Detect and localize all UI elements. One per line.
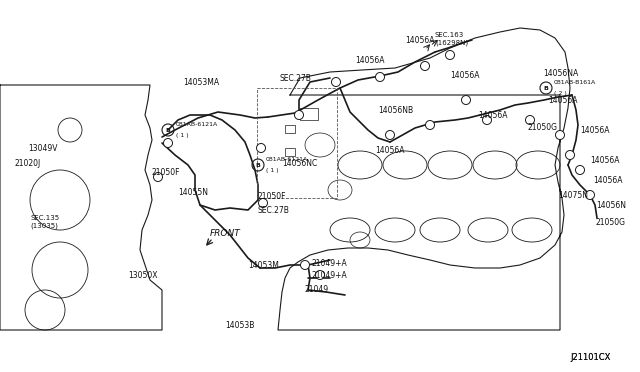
Text: 14053MA: 14053MA xyxy=(183,77,219,87)
Text: SEC.163: SEC.163 xyxy=(435,32,464,38)
Text: 21050F: 21050F xyxy=(258,192,287,201)
Circle shape xyxy=(154,173,163,182)
Text: 14056A: 14056A xyxy=(580,125,609,135)
Text: 21049+A: 21049+A xyxy=(312,270,348,279)
Circle shape xyxy=(294,110,303,119)
Circle shape xyxy=(426,121,435,129)
Circle shape xyxy=(259,199,268,208)
Text: 14056A: 14056A xyxy=(405,35,435,45)
Bar xyxy=(285,125,295,133)
Text: 21050F: 21050F xyxy=(152,167,180,176)
Text: J21101CX: J21101CX xyxy=(570,353,611,362)
Text: B: B xyxy=(166,128,170,132)
Circle shape xyxy=(385,131,394,140)
Text: ( 1 ): ( 1 ) xyxy=(266,168,278,173)
Text: 21050G: 21050G xyxy=(528,122,558,131)
Text: 21050G: 21050G xyxy=(596,218,626,227)
Circle shape xyxy=(301,260,310,269)
Text: 14056A: 14056A xyxy=(478,110,508,119)
Circle shape xyxy=(376,73,385,81)
Text: B: B xyxy=(255,163,260,167)
Text: (16298N): (16298N) xyxy=(435,40,468,46)
Bar xyxy=(257,88,337,198)
Circle shape xyxy=(420,61,429,71)
Text: 14075N: 14075N xyxy=(558,190,588,199)
Circle shape xyxy=(575,166,584,174)
Text: 081AB-B161A: 081AB-B161A xyxy=(554,80,596,85)
Text: SEC.27B: SEC.27B xyxy=(258,205,290,215)
Text: 081AB-6121A: 081AB-6121A xyxy=(266,157,308,162)
Text: 14055N: 14055N xyxy=(178,187,208,196)
Text: 13050X: 13050X xyxy=(128,270,157,279)
Circle shape xyxy=(525,115,534,125)
Text: 14056A: 14056A xyxy=(590,155,620,164)
Circle shape xyxy=(556,131,564,140)
Text: ( 1 ): ( 1 ) xyxy=(176,133,189,138)
Circle shape xyxy=(257,144,266,153)
Text: 14056NC: 14056NC xyxy=(282,158,317,167)
Text: 14053B: 14053B xyxy=(225,321,254,330)
Text: 13049V: 13049V xyxy=(28,144,58,153)
Bar xyxy=(300,108,318,120)
Text: SEC.135: SEC.135 xyxy=(30,215,59,221)
Text: 21049+A: 21049+A xyxy=(312,259,348,267)
Text: (13035): (13035) xyxy=(30,223,58,229)
Text: 14056A: 14056A xyxy=(593,176,623,185)
Circle shape xyxy=(445,51,454,60)
Text: 14056A: 14056A xyxy=(450,71,479,80)
Text: 14053M: 14053M xyxy=(248,262,279,270)
Circle shape xyxy=(163,138,173,148)
Text: 21049: 21049 xyxy=(305,285,329,294)
Circle shape xyxy=(566,151,575,160)
Circle shape xyxy=(332,77,340,87)
Circle shape xyxy=(586,190,595,199)
Text: FRONT: FRONT xyxy=(210,228,241,237)
Bar xyxy=(285,148,295,156)
Text: SEC.27B: SEC.27B xyxy=(280,74,312,83)
Text: 14056NA: 14056NA xyxy=(543,68,579,77)
Text: 14056NB: 14056NB xyxy=(378,106,413,115)
Text: J21101CX: J21101CX xyxy=(570,353,611,362)
Circle shape xyxy=(483,115,492,125)
Text: 081AB-6121A: 081AB-6121A xyxy=(176,122,218,127)
Circle shape xyxy=(461,96,470,105)
Text: 21020J: 21020J xyxy=(14,158,40,167)
Text: 14056A: 14056A xyxy=(375,145,404,154)
Text: B: B xyxy=(543,86,548,90)
Text: 14056N: 14056N xyxy=(596,201,626,209)
Text: ( 2 ): ( 2 ) xyxy=(554,91,567,96)
Text: 14056A: 14056A xyxy=(355,55,385,64)
Circle shape xyxy=(316,270,324,279)
Text: 14056A: 14056A xyxy=(548,96,577,105)
